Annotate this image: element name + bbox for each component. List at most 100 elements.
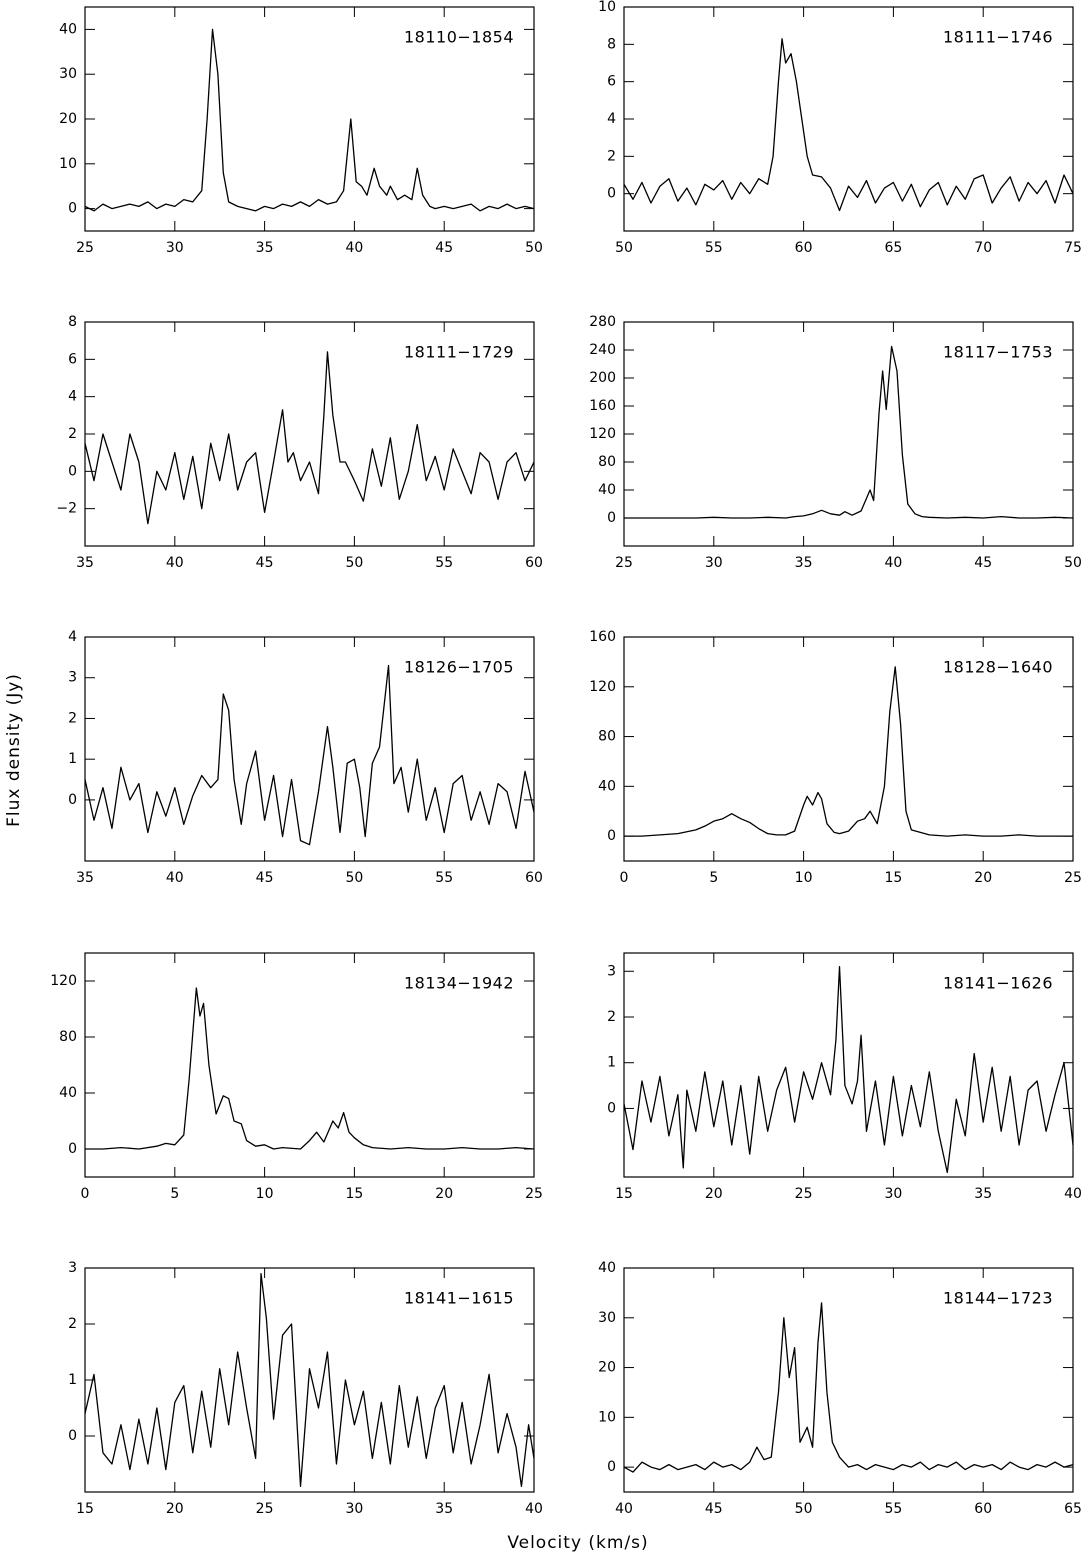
y-tick-label: 6 xyxy=(607,74,616,90)
y-tick-label: 40 xyxy=(59,1085,77,1101)
x-tick-label: 40 xyxy=(884,555,902,571)
panel-title: 18141−1615 xyxy=(404,1289,514,1308)
y-tick-label: 40 xyxy=(59,21,77,37)
y-tick-label: 120 xyxy=(50,973,77,989)
x-tick-label: 30 xyxy=(884,1186,902,1202)
x-tick-label: 55 xyxy=(435,870,453,886)
x-tick-label: 30 xyxy=(166,240,184,256)
y-tick-label: 280 xyxy=(589,314,616,330)
x-tick-label: 60 xyxy=(525,870,543,886)
y-tick-label: 3 xyxy=(68,1260,77,1276)
y-tick-label: 8 xyxy=(68,314,77,330)
y-tick-label: −2 xyxy=(56,501,77,517)
panel-title: 18110−1854 xyxy=(404,28,514,47)
y-tick-label: 10 xyxy=(598,1409,616,1425)
x-tick-label: 40 xyxy=(1064,1186,1082,1202)
y-tick-label: 2 xyxy=(607,1009,616,1025)
x-tick-label: 55 xyxy=(705,240,723,256)
y-tick-label: 200 xyxy=(589,370,616,386)
y-tick-label: 80 xyxy=(59,1029,77,1045)
y-tick-label: 40 xyxy=(598,778,616,794)
x-tick-label: 25 xyxy=(795,1186,813,1202)
y-tick-label: 160 xyxy=(589,629,616,645)
x-tick-label: 55 xyxy=(435,555,453,571)
x-tick-label: 60 xyxy=(795,240,813,256)
y-tick-label: 4 xyxy=(68,389,77,405)
panel-title: 18134−1942 xyxy=(404,974,514,993)
plot-frame xyxy=(84,952,535,1178)
x-tick-label: 45 xyxy=(256,555,274,571)
x-tick-label: 10 xyxy=(795,870,813,886)
panel-title: 18111−1746 xyxy=(943,28,1053,47)
y-tick-label: 0 xyxy=(68,792,77,808)
x-tick-label: 0 xyxy=(620,870,629,886)
y-tick-label: 240 xyxy=(589,342,616,358)
x-tick-label: 50 xyxy=(525,240,543,256)
x-tick-label: 40 xyxy=(345,240,363,256)
y-tick-label: 0 xyxy=(68,1428,77,1444)
x-tick-label: 35 xyxy=(76,555,94,571)
x-tick-label: 25 xyxy=(256,1501,274,1517)
y-tick-label: 80 xyxy=(598,729,616,745)
x-tick-label: 40 xyxy=(166,870,184,886)
x-tick-label: 5 xyxy=(709,870,718,886)
plot-frame xyxy=(84,636,535,862)
y-tick-label: 160 xyxy=(589,398,616,414)
spectrum-line xyxy=(623,38,1074,212)
x-tick-label: 25 xyxy=(76,240,94,256)
x-tick-label: 45 xyxy=(435,240,453,256)
x-tick-label: 20 xyxy=(974,870,992,886)
spectrum-line xyxy=(84,1272,535,1488)
y-tick-label: 10 xyxy=(59,156,77,172)
x-tick-label: 20 xyxy=(435,1186,453,1202)
x-tick-label: 70 xyxy=(974,240,992,256)
plot-frame xyxy=(623,952,1074,1178)
y-tick-label: 4 xyxy=(607,111,616,127)
y-tick-label: 6 xyxy=(68,351,77,367)
y-tick-label: 0 xyxy=(68,1141,77,1157)
x-tick-label: 45 xyxy=(256,870,274,886)
x-tick-label: 10 xyxy=(256,1186,274,1202)
x-tick-label: 50 xyxy=(345,870,363,886)
panel-title: 18128−1640 xyxy=(943,658,1053,677)
y-tick-label: 1 xyxy=(68,751,77,767)
x-tick-label: 55 xyxy=(884,1501,902,1517)
x-tick-label: 60 xyxy=(974,1501,992,1517)
x-tick-label: 50 xyxy=(615,240,633,256)
y-tick-label: 20 xyxy=(59,111,77,127)
x-tick-label: 0 xyxy=(81,1186,90,1202)
x-tick-label: 15 xyxy=(615,1186,633,1202)
x-tick-label: 75 xyxy=(1064,240,1082,256)
spectrum-line xyxy=(85,987,535,1150)
x-tick-label: 50 xyxy=(795,1501,813,1517)
panel-title: 18111−1729 xyxy=(404,343,514,362)
spectrum-line xyxy=(624,666,1073,837)
y-tick-label: 3 xyxy=(607,963,616,979)
x-tick-label: 50 xyxy=(345,555,363,571)
x-tick-label: 40 xyxy=(525,1501,543,1517)
x-tick-label: 35 xyxy=(974,1186,992,1202)
plot-frame xyxy=(623,1267,1074,1493)
y-tick-label: 20 xyxy=(598,1360,616,1376)
y-tick-label: 40 xyxy=(598,1260,616,1276)
x-tick-label: 25 xyxy=(1064,870,1082,886)
x-tick-label: 15 xyxy=(884,870,902,886)
x-tick-label: 50 xyxy=(1064,555,1082,571)
x-tick-label: 40 xyxy=(166,555,184,571)
y-tick-label: 0 xyxy=(607,510,616,526)
x-tick-label: 65 xyxy=(884,240,902,256)
y-tick-label: 30 xyxy=(59,66,77,82)
y-tick-label: 8 xyxy=(607,36,616,52)
x-tick-label: 15 xyxy=(345,1186,363,1202)
x-tick-label: 40 xyxy=(615,1501,633,1517)
spectrum-line xyxy=(84,28,535,212)
x-tick-label: 35 xyxy=(76,870,94,886)
x-tick-label: 5 xyxy=(170,1186,179,1202)
x-tick-label: 65 xyxy=(1064,1501,1082,1517)
panel-title: 18126−1705 xyxy=(404,658,514,677)
y-tick-label: 120 xyxy=(589,679,616,695)
x-tick-label: 45 xyxy=(705,1501,723,1517)
spectrum-line xyxy=(624,345,1074,519)
